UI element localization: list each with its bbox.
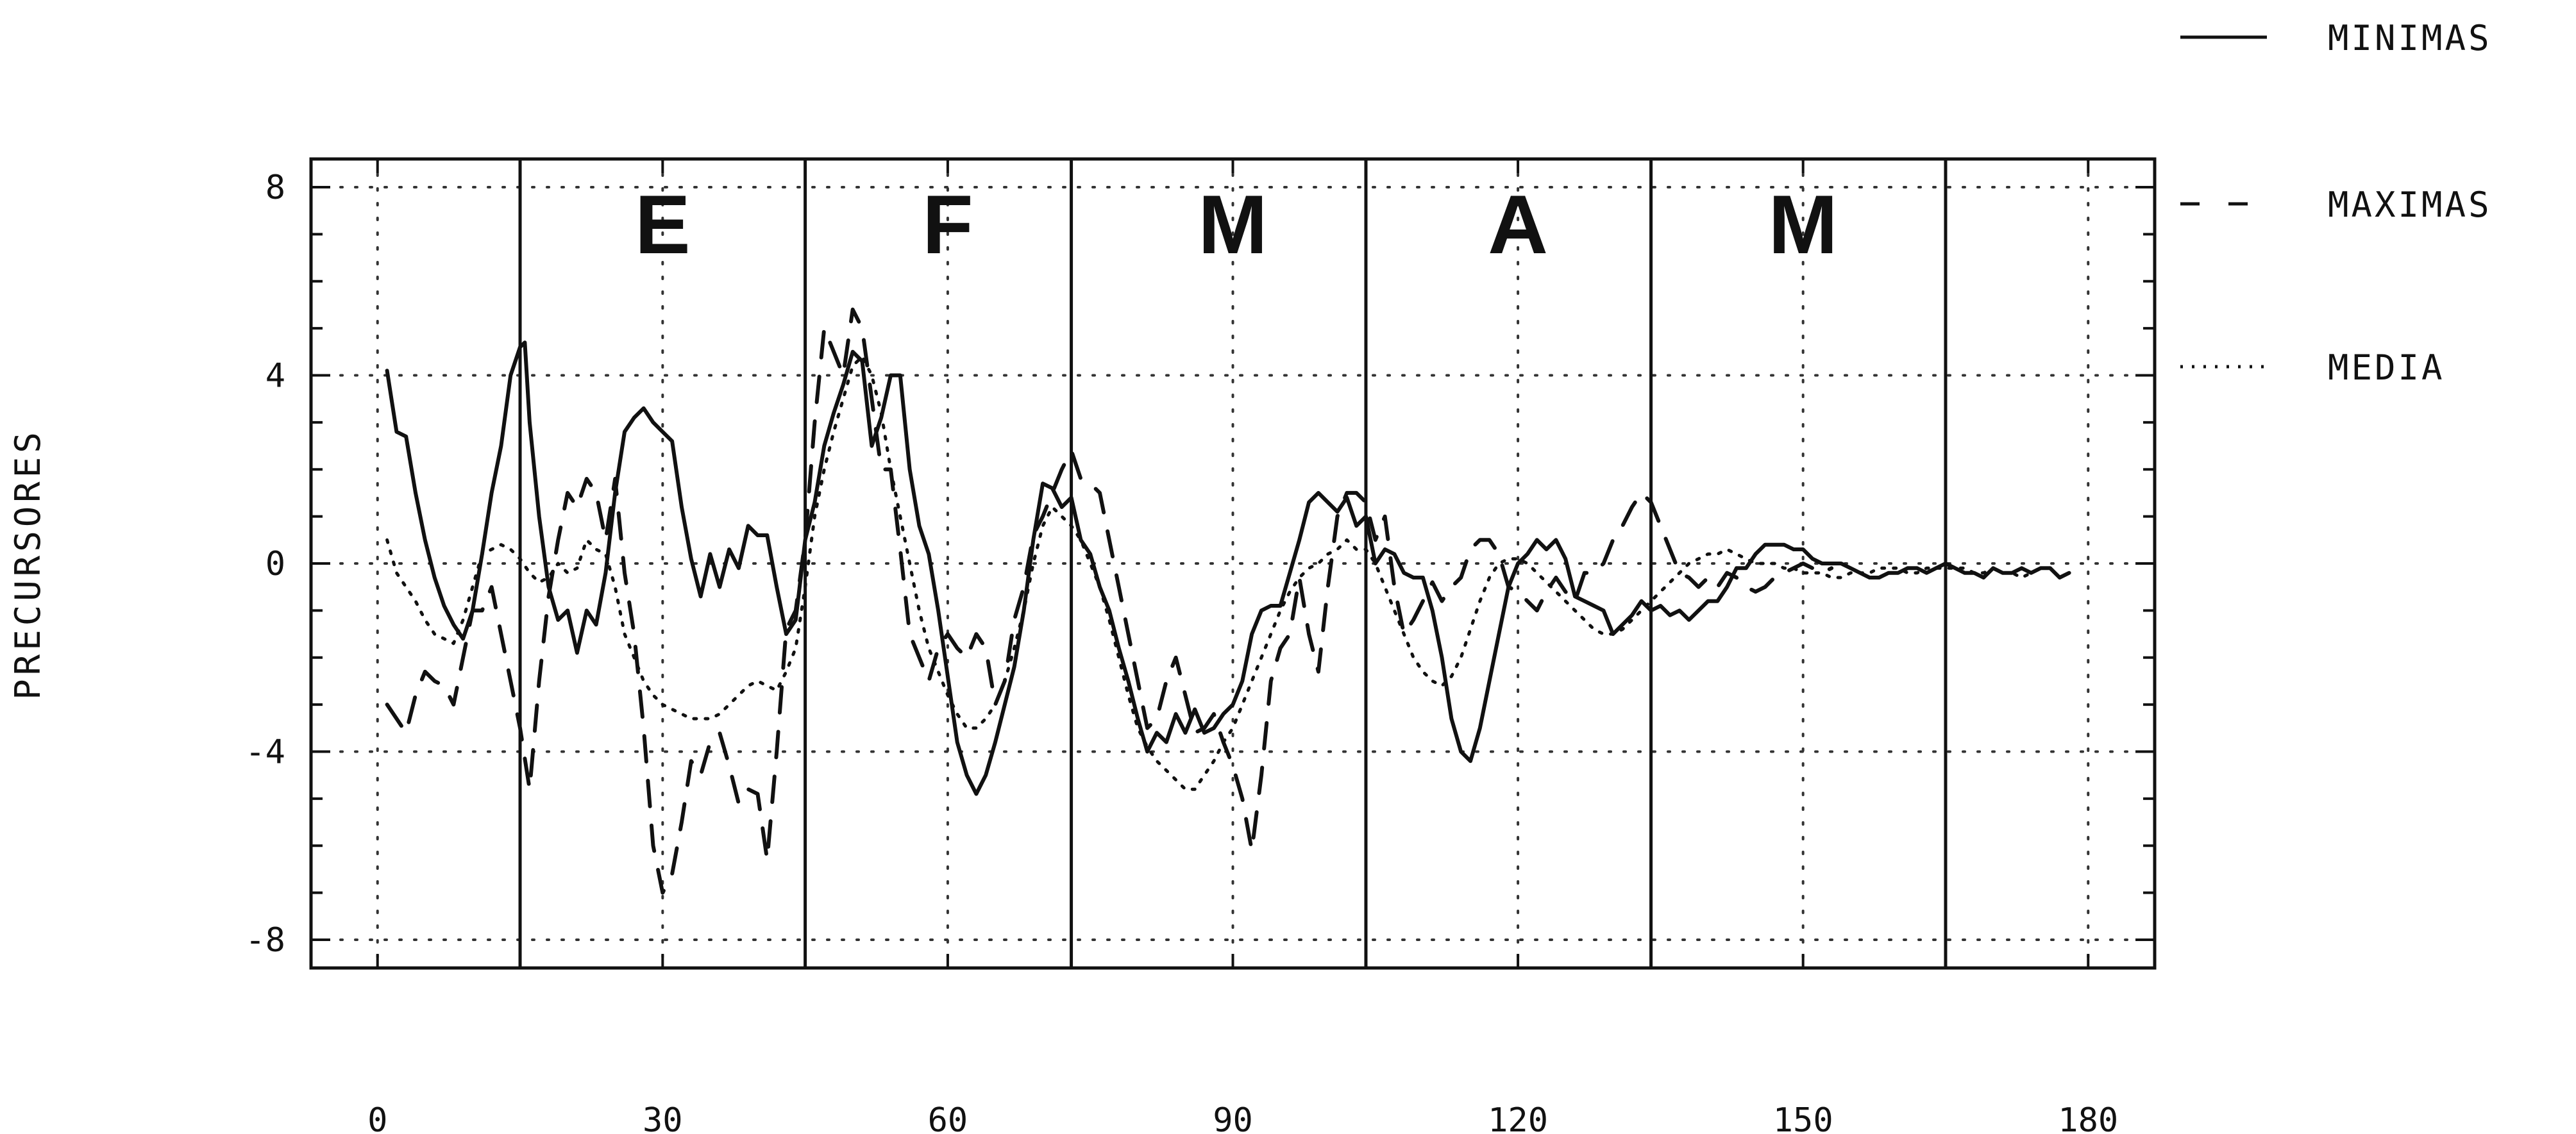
series-lines (385, 307, 2071, 895)
grid (310, 158, 2156, 969)
month-label: M (1198, 178, 1267, 271)
y-tick-label: 8 (265, 169, 285, 207)
y-tick-label: 4 (265, 357, 285, 396)
month-label: F (922, 178, 973, 271)
x-tick-label: 120 (1488, 1101, 1548, 1134)
series-line-maximas (385, 307, 1834, 895)
series-line-minimas (385, 340, 2071, 796)
x-tick-label: 60 (928, 1101, 968, 1134)
plot-frame (309, 157, 2157, 970)
legend-label-maximas: MAXIMAS (2328, 185, 2492, 225)
legend-label-minimas: MINIMAS (2328, 18, 2492, 58)
month-label: M (1769, 178, 1838, 271)
y-tick-label: -4 (245, 733, 285, 771)
legend: MINIMAS MAXIMAS MEDIA (2180, 18, 2492, 388)
month-label: E (635, 178, 691, 271)
x-tick-label: 150 (1773, 1101, 1833, 1134)
series-line-media (385, 354, 2042, 791)
y-tick-label: -8 (245, 921, 285, 960)
legend-label-media: MEDIA (2328, 347, 2445, 388)
month-boundaries (518, 159, 1948, 968)
y-axis-label: PRECURSORES (8, 428, 48, 700)
y-tick-label: 0 (265, 545, 285, 583)
x-tick-label: 90 (1213, 1101, 1253, 1134)
x-tick-label: 30 (643, 1101, 683, 1134)
month-label: A (1488, 178, 1548, 271)
x-tick-label: 0 (367, 1101, 387, 1134)
axis-ticks: 8 4 0 -4 -8 0 30 60 90 120 150 180 (245, 159, 2155, 1134)
x-tick-label: 180 (2058, 1101, 2118, 1134)
